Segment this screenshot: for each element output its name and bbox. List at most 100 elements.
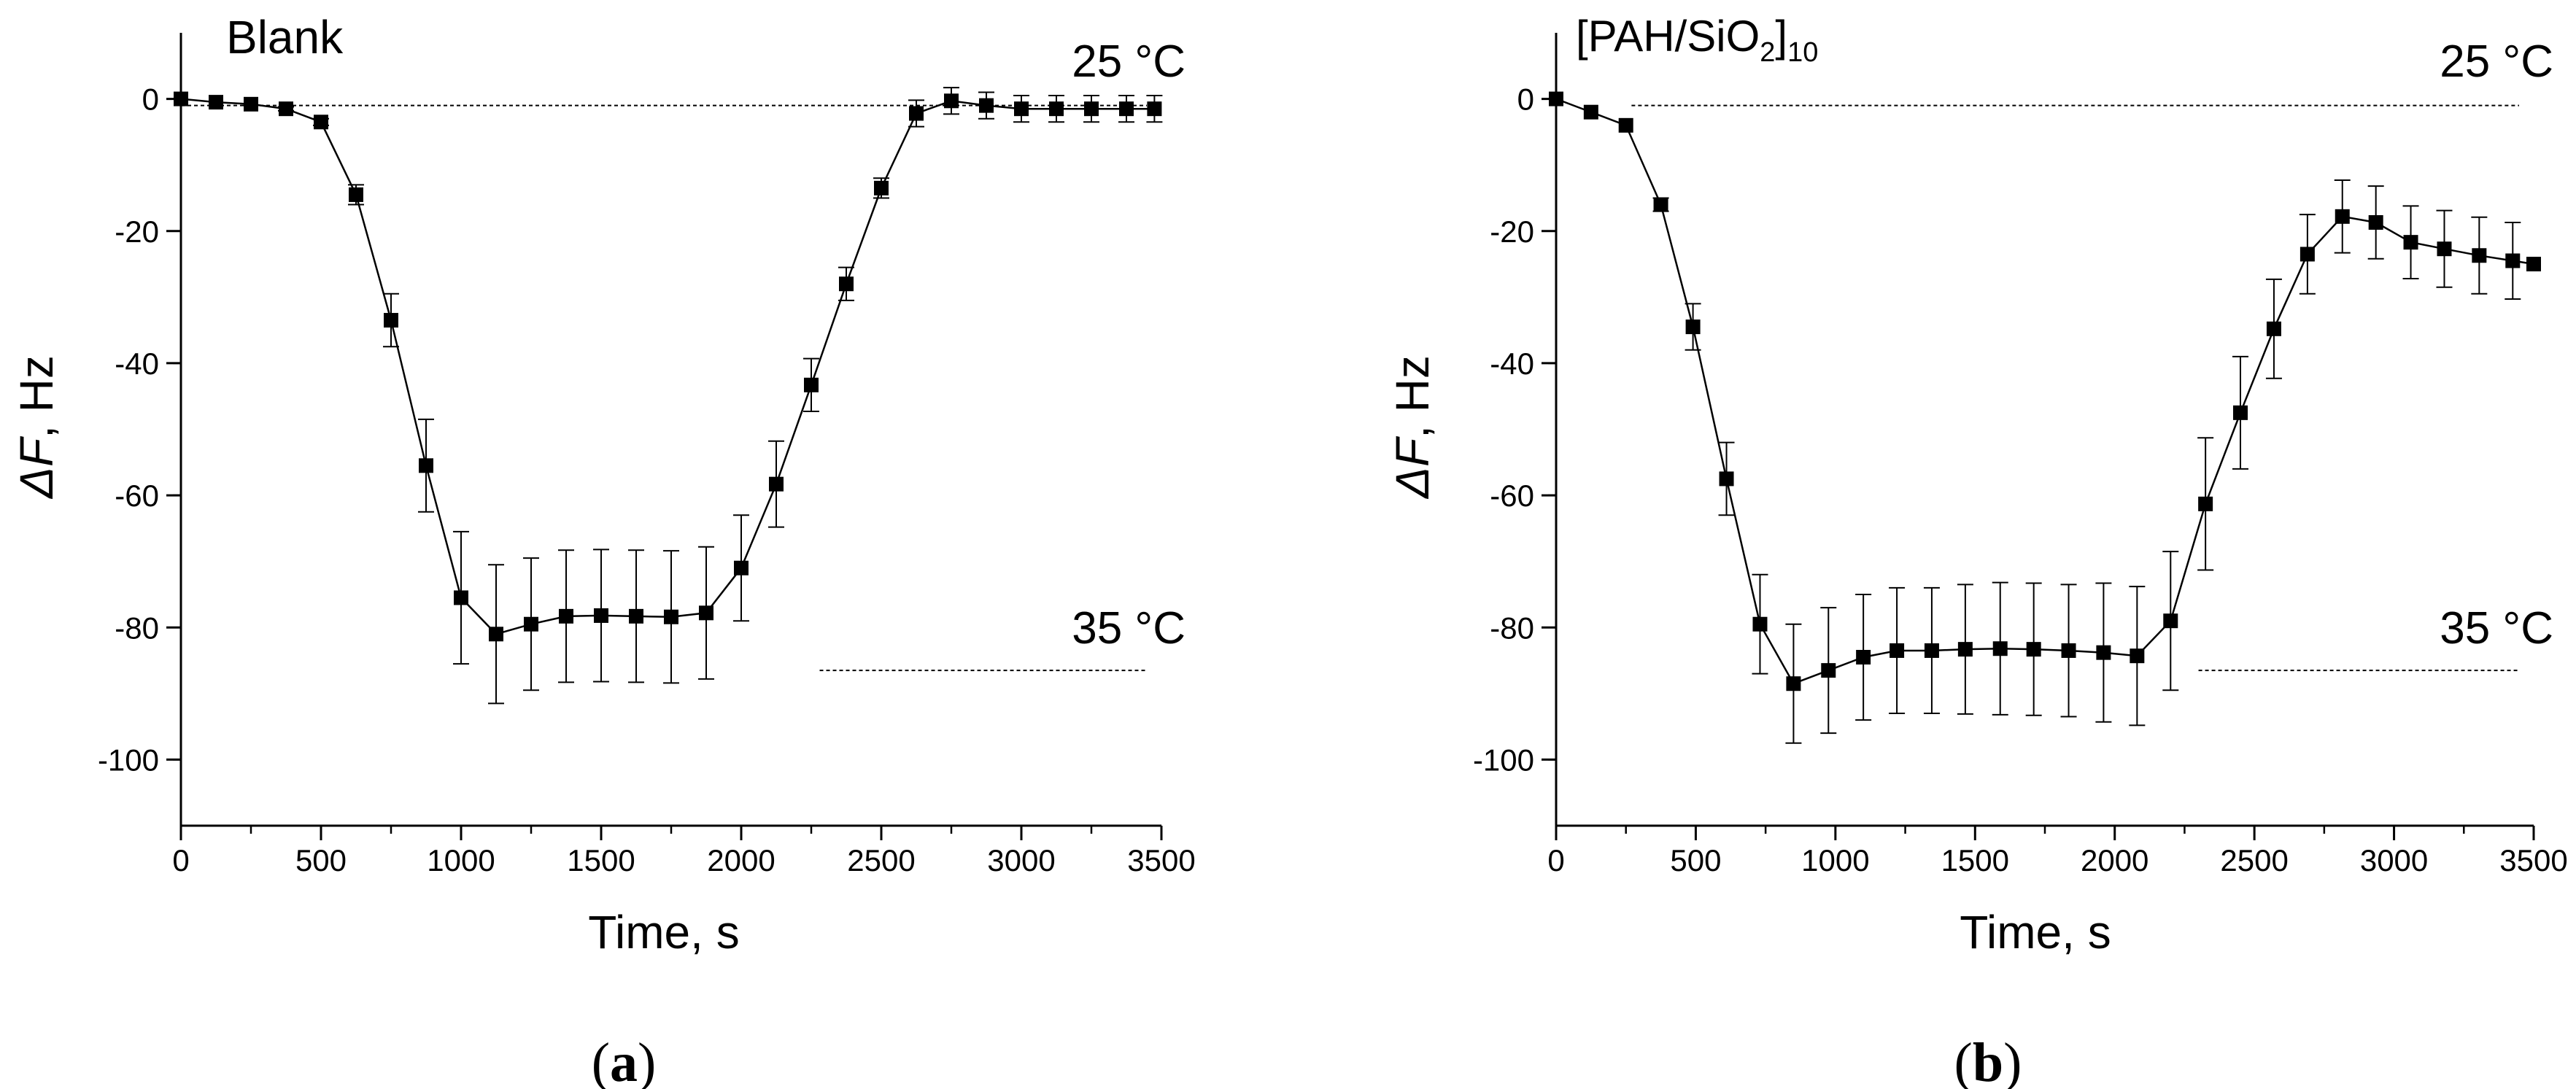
- panel-b-data-point: [2026, 642, 2041, 657]
- panel-a-x-axis-title: Time, s: [588, 906, 739, 958]
- panel-a-y-axis-title: ΔF, Hz: [10, 355, 63, 500]
- panel-a-data-point: [314, 115, 328, 130]
- panel-a-x-tick-label: 2000: [707, 843, 775, 877]
- panel-b-data-point: [1924, 643, 1939, 658]
- panel-b-y-axis-title: ΔF, Hz: [1386, 355, 1439, 500]
- panel-a-data-point: [209, 95, 223, 110]
- panel-a-data-point: [664, 609, 678, 624]
- panel-b-y-tick-label: -60: [1490, 478, 1534, 513]
- panel-b-data-point: [2130, 648, 2145, 664]
- panel-b-data-point: [2472, 248, 2487, 263]
- panel-a-data-point: [524, 616, 538, 632]
- panel-a-data-point: [909, 106, 924, 121]
- panel-a-data-point: [419, 458, 433, 473]
- panel-b-data-point: [1992, 641, 2008, 656]
- panel-b-data-point: [1786, 676, 1801, 691]
- panel-a-x-tick-label: 3000: [987, 843, 1055, 877]
- panel-b-data-point: [1890, 643, 1905, 658]
- panel-b-annotation-25c: 25 °C: [2440, 36, 2553, 87]
- panel-a-data-point: [384, 313, 398, 328]
- panel-a-data-point: [559, 608, 573, 624]
- panel-a-data-point: [1084, 101, 1099, 117]
- panel-a-data-point: [699, 605, 713, 621]
- panel-b-data-point: [1618, 117, 1633, 133]
- panel-a-data-point: [1147, 101, 1162, 117]
- panel-a-data-point: [1014, 101, 1029, 117]
- panel-b-data-point: [2335, 209, 2350, 224]
- panel-a-annotation-25c: 25 °C: [1072, 36, 1185, 87]
- panel-b-data-point: [1719, 471, 1734, 487]
- panel-b-data-point: [2096, 645, 2111, 660]
- panel-b-x-tick-label: 2500: [2220, 843, 2288, 877]
- panel-a-data-point: [594, 608, 608, 623]
- panel-a-y-tick-label: -100: [98, 743, 159, 777]
- panel-a-x-tick-label: 0: [172, 843, 189, 877]
- panel-a-y-tick-label: -60: [115, 478, 159, 513]
- panel-a-chart: 0 500 1000 1500 2000 2500 3000 3500 0 -20 -40 -60 -8…: [10, 11, 1196, 1089]
- panel-b-data-point: [2061, 643, 2076, 658]
- panel-a-x-tick-label: 500: [295, 843, 347, 877]
- panel-a-series-line: [180, 98, 1155, 635]
- panel-b-chart: 0 500 1000 1500 2000 2500 3000 3500 0 -20 -40 -60 -8…: [1386, 12, 2568, 1089]
- panel-a-data-point: [979, 98, 994, 113]
- panel-a-data-point: [944, 93, 959, 109]
- panel-a-data-point: [1119, 101, 1134, 117]
- panel-b-x-tick-label: 3500: [2499, 843, 2567, 877]
- panel-a-y-tick-label: -20: [115, 214, 159, 249]
- panel-b-data-point: [1653, 197, 1668, 212]
- panel-a-x-tick-label: 1500: [567, 843, 635, 877]
- panel-b-data-point: [2526, 257, 2541, 272]
- panel-b-title-sub1: 2: [1760, 37, 1775, 68]
- panel-b-y-tick-label: -40: [1490, 346, 1534, 381]
- panel-b-y-tick-label: -100: [1473, 743, 1534, 777]
- panel-b-y-tick-label: -80: [1490, 611, 1534, 645]
- panel-b-data-point: [2163, 613, 2178, 629]
- panel-b-data-point: [1821, 663, 1836, 678]
- panel-b-data-point: [1957, 642, 1973, 657]
- panel-a-x-tick-label: 2500: [847, 843, 915, 877]
- panel-b-x-tick-label: 2000: [2081, 843, 2148, 877]
- panel-b-series-line: [1555, 98, 2534, 685]
- panel-b-data-point: [1583, 104, 1598, 120]
- panel-b-plot-area: 0 500 1000 1500 2000 2500 3000 3500 0 -20 -40 -60 -8…: [1473, 33, 2568, 877]
- panel-a-y-axis-symbol: ΔF: [10, 435, 63, 500]
- panel-b-x-tick-label: 1000: [1801, 843, 1869, 877]
- panel-b-title-bracket: ]: [1775, 12, 1787, 61]
- panel-a-data-point: [1049, 101, 1064, 117]
- panel-a-x-tick-label: 1000: [427, 843, 495, 877]
- panel-a-title: Blank: [226, 11, 344, 63]
- panel-a-data-point: [629, 608, 643, 624]
- panel-b-data-point: [2437, 241, 2452, 257]
- panel-b-x-axis-title: Time, s: [1960, 906, 2111, 958]
- panel-b-data-point: [2403, 235, 2418, 250]
- panel-a-y-axis-unit: , Hz: [10, 355, 63, 438]
- panel-b-annotation-35c: 35 °C: [2440, 603, 2553, 654]
- panel-b-x-tick-label: 0: [1547, 843, 1564, 877]
- panel-a-label-letter: a: [610, 1032, 638, 1089]
- panel-b-data-point: [2266, 321, 2281, 336]
- panel-b-y-tick-label: -20: [1490, 214, 1534, 249]
- panel-a-data-point: [489, 627, 503, 642]
- panel-a-data-point: [279, 101, 293, 117]
- panel-a-data-point: [454, 590, 468, 605]
- panel-b-label-letter: b: [1973, 1032, 2003, 1089]
- panel-a-data-point: [804, 377, 819, 392]
- panel-b-data-point: [2368, 214, 2383, 230]
- panel-b-data-point: [1752, 616, 1768, 632]
- panel-a-data-point: [349, 187, 363, 202]
- panel-b-data-point: [2300, 247, 2315, 262]
- panel-a-label: (a): [592, 1032, 657, 1089]
- panel-b-title-main: [PAH/SiO: [1576, 12, 1760, 61]
- panel-b-data-point: [1549, 91, 1563, 106]
- panel-a-y-tick-label: -40: [115, 346, 159, 381]
- panel-a-data-point: [874, 180, 889, 195]
- panel-a-y-tick-label: -80: [115, 611, 159, 645]
- panel-b-y-tick-label: 0: [1517, 82, 1534, 117]
- panel-b-title-sub2: 10: [1787, 37, 1818, 68]
- panel-a-data-point: [174, 91, 188, 106]
- panel-b-label: (b): [1954, 1032, 2022, 1089]
- panel-a-plot-area: 0 500 1000 1500 2000 2500 3000 3500 0 -20 -40 -60 -8…: [98, 33, 1196, 877]
- panel-a-data-point: [769, 476, 784, 492]
- panel-b-x-tick-label: 3000: [2360, 843, 2428, 877]
- panel-b-data-point: [2198, 496, 2213, 511]
